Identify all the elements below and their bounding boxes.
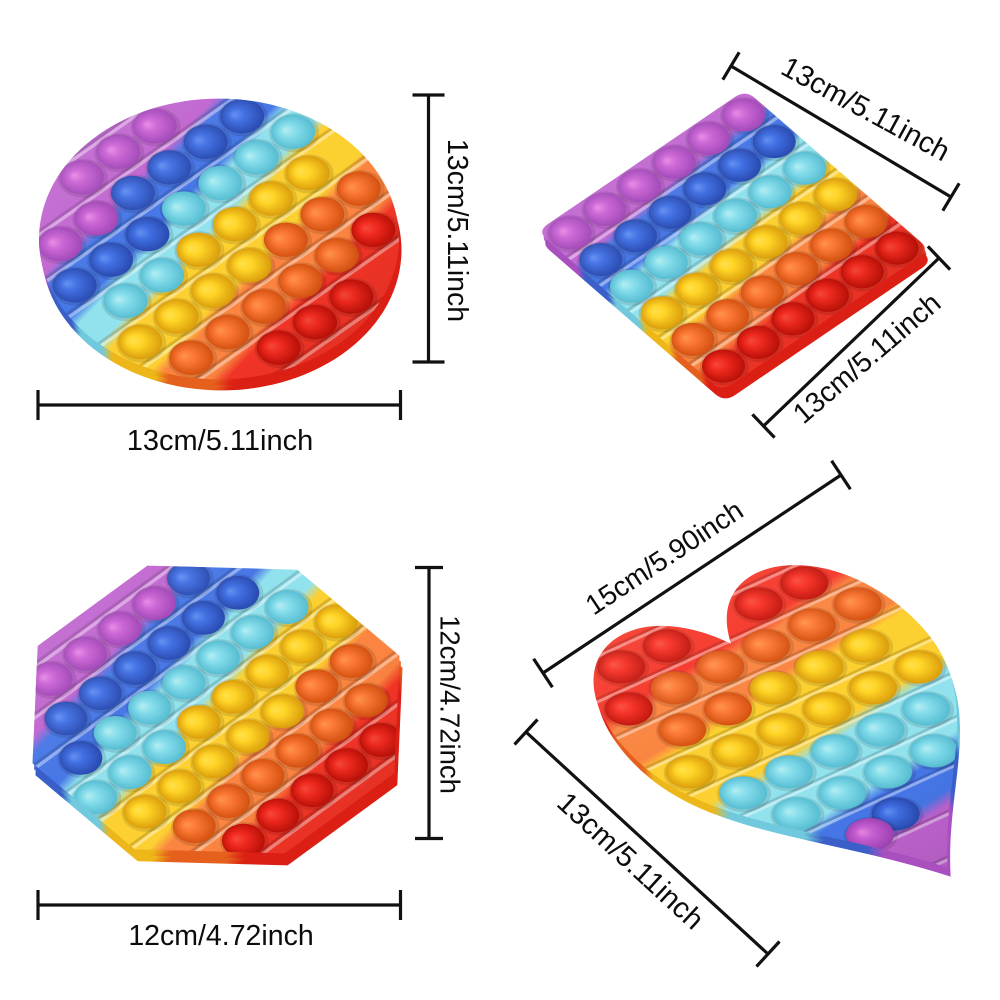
svg-text:13cm/5.11inch: 13cm/5.11inch	[127, 425, 313, 457]
svg-text:12cm/4.72inch: 12cm/4.72inch	[435, 615, 466, 794]
svg-text:12cm/4.72inch: 12cm/4.72inch	[128, 920, 313, 952]
svg-text:13cm/5.11inch: 13cm/5.11inch	[441, 139, 473, 322]
